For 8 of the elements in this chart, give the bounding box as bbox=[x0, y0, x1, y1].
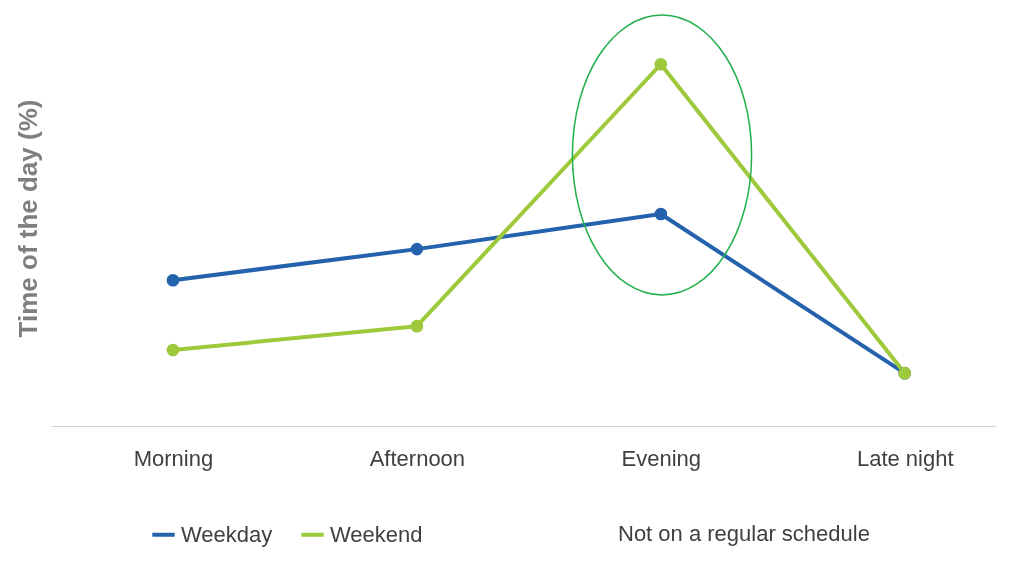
x-tick-label: Afternoon bbox=[369, 445, 466, 471]
y-axis-title: Time of the day (%) bbox=[12, 99, 43, 338]
x-tick-label: Late night bbox=[856, 445, 954, 471]
legend-label: Weekend bbox=[330, 521, 423, 547]
x-tick-label: Evening bbox=[621, 445, 702, 471]
x-tick-label: Morning bbox=[133, 445, 214, 471]
legend-label: Weekday bbox=[181, 521, 273, 547]
text: Not on a regular schedule bbox=[618, 521, 870, 546]
